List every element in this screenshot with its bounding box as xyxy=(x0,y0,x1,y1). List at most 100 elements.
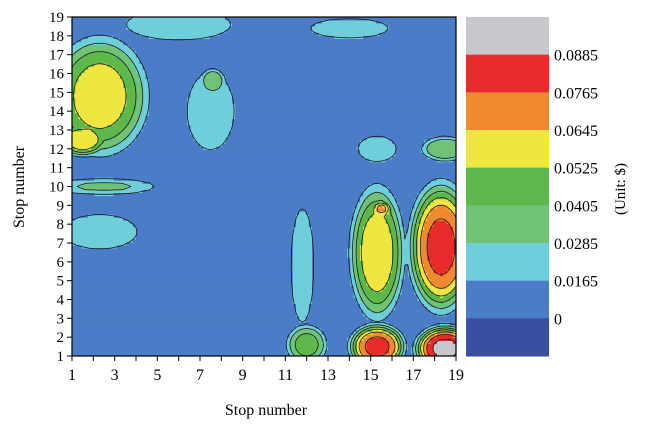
contour-cell xyxy=(228,337,233,341)
contour-cell xyxy=(436,315,441,320)
contour-cell xyxy=(283,294,287,298)
contour-cell xyxy=(152,294,156,298)
contour-cell xyxy=(337,322,342,326)
contour-cell xyxy=(440,251,444,255)
contour-cell xyxy=(324,263,329,268)
contour-cell xyxy=(302,263,306,268)
contour-cell xyxy=(113,232,118,237)
contour-cell xyxy=(401,328,406,332)
contour-cell xyxy=(408,322,412,326)
contour-cell xyxy=(219,238,223,243)
contour-cell xyxy=(318,322,322,326)
contour-cell xyxy=(254,322,258,326)
contour-cell xyxy=(244,309,249,314)
contour-cell xyxy=(433,241,438,246)
contour-cell xyxy=(91,309,95,314)
contour-cell xyxy=(433,251,438,255)
contour-cell xyxy=(379,297,383,301)
contour-cell xyxy=(219,269,223,274)
contour-cell xyxy=(334,297,338,301)
contour-cell xyxy=(222,288,226,292)
contour-cell xyxy=(411,325,415,329)
contour-cell xyxy=(347,334,351,338)
contour-cell xyxy=(270,297,274,301)
contour-cell xyxy=(324,251,329,255)
contour-cell xyxy=(289,309,294,314)
contour-cell xyxy=(372,352,377,356)
contour-cell xyxy=(113,282,118,286)
contour-cell xyxy=(97,260,102,264)
contour-cell xyxy=(84,331,89,335)
contour-cell xyxy=(424,260,428,264)
contour-cell xyxy=(78,325,82,329)
contour-cell xyxy=(228,319,233,323)
contour-cell xyxy=(104,269,108,274)
contour-cell xyxy=(203,282,207,286)
contour-cell xyxy=(225,340,230,345)
contour-cell xyxy=(324,294,329,298)
contour-cell xyxy=(164,275,169,280)
contour-cell xyxy=(344,297,348,301)
contour-cell xyxy=(145,272,150,277)
contour-cell xyxy=(408,337,412,341)
contour-cell xyxy=(190,266,194,271)
contour-cell xyxy=(107,303,111,308)
contour-cell xyxy=(372,260,377,264)
contour-cell xyxy=(385,306,390,311)
contour-cell xyxy=(331,306,335,311)
contour-cell xyxy=(334,251,338,255)
contour-cell xyxy=(196,343,201,348)
contour-cell xyxy=(296,232,300,237)
contour-cell xyxy=(385,315,390,320)
contour-cell xyxy=(158,269,162,274)
contour-cell xyxy=(436,229,441,234)
contour-cell xyxy=(184,263,188,268)
contour-cell xyxy=(145,352,150,356)
contour-cell xyxy=(241,282,246,286)
contour-cell xyxy=(113,248,118,252)
contour-cell xyxy=(350,325,354,329)
contour-cell xyxy=(401,312,406,317)
contour-cell xyxy=(302,266,306,271)
contour-cell xyxy=(305,285,310,289)
contour-cell xyxy=(174,288,178,292)
contour-cell xyxy=(209,278,214,283)
contour-cell xyxy=(206,288,210,292)
contour-cell xyxy=(88,278,92,283)
contour-cell xyxy=(88,349,92,354)
contour-cell xyxy=(94,278,98,283)
contour-cell xyxy=(88,245,92,249)
contour-cell xyxy=(222,269,226,274)
contour-cell xyxy=(347,315,351,320)
contour-cell xyxy=(235,306,239,311)
contour-cell xyxy=(424,352,428,356)
contour-cell xyxy=(200,254,204,258)
contour-cell xyxy=(382,297,386,301)
contour-cell xyxy=(219,288,223,292)
contour-cell xyxy=(360,331,364,335)
contour-cell xyxy=(366,328,370,332)
contour-cell xyxy=(177,346,182,351)
contour-cell xyxy=(324,238,329,243)
contour-cell xyxy=(417,272,422,277)
contour-cell xyxy=(196,303,201,308)
contour-cell xyxy=(228,352,233,356)
contour-cell xyxy=(209,235,214,240)
contour-cell xyxy=(110,229,114,234)
contour-cell xyxy=(427,312,431,317)
contour-cell xyxy=(129,229,134,234)
contour-cell xyxy=(225,288,230,292)
contour-cell xyxy=(88,285,92,289)
contour-cell xyxy=(273,275,278,280)
contour-cell xyxy=(401,272,406,277)
contour-cell xyxy=(433,337,438,341)
contour-cell xyxy=(417,319,422,323)
contour-cell xyxy=(136,269,140,274)
contour-cell xyxy=(427,285,431,289)
contour-cell xyxy=(116,266,121,271)
contour-cell xyxy=(222,315,226,320)
contour-cell xyxy=(286,241,290,246)
contour-cell xyxy=(203,337,207,341)
contour-cell xyxy=(328,238,332,243)
contour-cell xyxy=(257,337,262,341)
